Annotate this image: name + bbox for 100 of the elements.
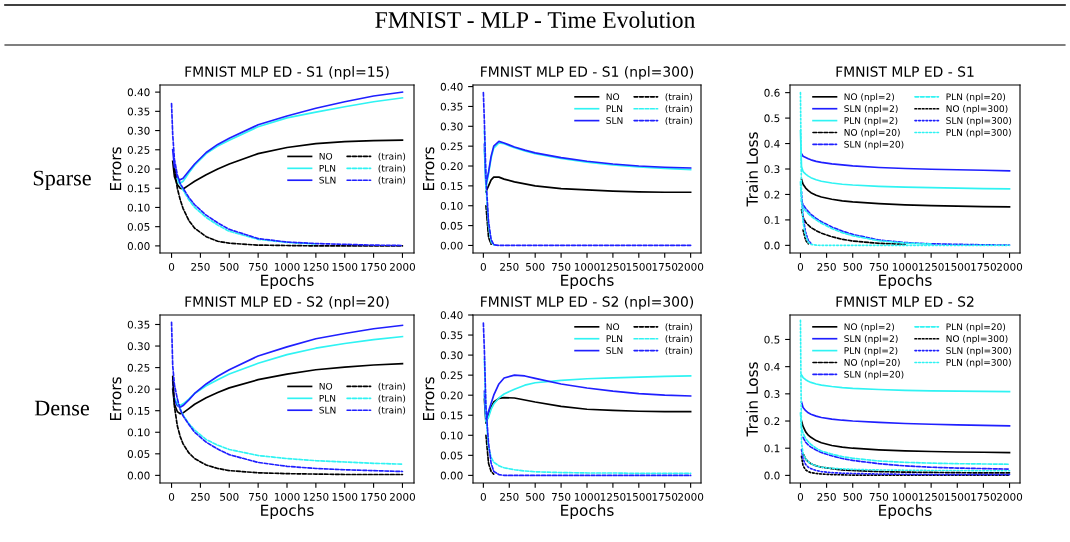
x-tick-label: 500 [526,262,545,271]
x-tick-label: 750 [249,262,268,271]
y-tick-label: 0.5 [764,114,780,123]
x-tick-label: 0 [797,492,804,501]
x-tick-label: 1000 [892,262,918,271]
x-tick-label: 500 [843,262,862,271]
legend-label: NO [319,382,333,390]
x-tick-label: 0 [168,492,175,501]
legend-label: PLN [319,394,336,402]
y-tick-label: 0.6 [764,88,780,97]
x-tick-label: 1750 [652,492,678,501]
y-tick-label: 0.35 [127,107,150,116]
y-tick-label: 0.2 [764,417,780,426]
x-tick-label: 1500 [626,492,652,501]
legend-label: PLN [606,335,623,342]
y-tick-label: 0.00 [127,242,150,250]
x-tick-label: 0 [480,492,486,501]
x-tick-label: 1750 [971,262,996,271]
legend-label: SLN (npl=2) [844,335,898,344]
chart-title: FMNIST MLP ED - S1 (npl=15) [185,66,389,80]
legend-label: PLN [606,105,623,112]
y-tick-label: 0.4 [764,362,780,371]
legend-label: NO (npl=2) [844,323,894,332]
x-axis-title: Epochs [261,504,314,519]
x-tick-label: 750 [249,492,268,501]
y-tick-label: 0.05 [127,450,150,458]
y-tick-label: 0.3 [764,165,780,174]
legend-label: NO (npl=300) [946,105,1008,114]
y-tick-label: 0.30 [127,342,150,351]
text: Dense [34,400,89,416]
legend-label: SLN [606,117,623,124]
x-tick-label: 1250 [600,492,626,501]
y-tick-label: 0.15 [127,184,150,193]
y-tick-label: 0.20 [440,391,463,400]
legend-label: PLN (npl=300) [946,358,1011,368]
legend-label: NO [319,152,333,160]
y-axis-title: Errors [422,147,435,191]
x-tick-label: 750 [869,262,889,271]
y-tick-label: 0.00 [127,471,150,480]
legend-label: SLN (npl=20) [844,140,904,150]
y-tick-label: 0.35 [440,102,463,111]
y-tick-label: 0.1 [764,444,780,453]
x-tick-label: 500 [526,492,545,501]
x-tick-label: 1000 [892,492,918,501]
y-tick-label: 0.40 [440,82,463,91]
legend-label: NO (npl=20) [844,128,900,138]
chart-title: FMNIST MLP ED - S2 (npl=300) [481,296,694,310]
y-tick-label: 0.40 [127,88,150,97]
y-tick-label: 0.15 [440,182,463,190]
legend-label: (train) [378,394,406,403]
y-tick-label: 0.1 [764,216,780,225]
x-tick-label: 750 [552,262,571,271]
x-tick-label: 1250 [303,492,329,501]
y-tick-label: 0.2 [764,190,780,199]
x-tick-label: 250 [500,262,519,271]
legend-label: (train) [665,346,693,355]
x-tick-label: 1500 [945,262,970,271]
legend-label: SLN (npl=20) [844,370,904,380]
x-axis-title: Epochs [261,274,314,289]
y-tick-label: 0.20 [440,162,463,171]
y-tick-label: 0.30 [127,126,150,135]
y-tick-label: 0.35 [127,320,150,329]
y-tick-label: 0.0 [764,471,780,480]
x-tick-label: 1000 [274,262,300,271]
y-tick-label: 0.30 [440,351,463,360]
y-tick-label: 0.10 [127,203,150,212]
legend-label: NO (npl=20) [844,358,900,368]
y-tick-label: 0.5 [764,335,780,344]
legend-label: (train) [378,164,406,173]
x-tick-label: 2000 [389,492,416,501]
x-tick-label: 1750 [361,492,387,501]
x-tick-label: 250 [817,262,836,271]
y-axis-title: Errors [109,377,122,421]
x-tick-label: 1500 [332,492,358,501]
x-tick-label: 500 [220,492,239,501]
legend-label: (train) [665,323,693,332]
legend-label: NO (npl=2) [844,93,894,102]
y-tick-label: 0.05 [440,451,463,460]
y-tick-label: 0.4 [764,139,780,148]
x-tick-label: 1250 [303,262,329,271]
x-tick-label: 2000 [678,492,704,501]
y-tick-label: 0.05 [440,221,463,230]
legend-label: PLN [319,164,336,172]
y-tick-label: 0.25 [127,363,150,372]
y-tick-label: 0.15 [127,406,150,415]
x-tick-label: 250 [191,262,210,271]
legend-label: SLN [606,347,623,354]
y-tick-label: 0.25 [440,142,463,151]
legend-label: (train) [665,116,693,125]
y-tick-label: 0.00 [440,471,463,480]
legend-label: (train) [665,105,693,114]
legend-label: PLN (npl=20) [946,323,1006,332]
y-tick-label: 0.25 [127,146,150,154]
y-tick-label: 0.10 [127,428,150,437]
y-tick-label: 0.20 [127,165,150,174]
x-tick-label: 1250 [919,492,944,501]
chart-title: FMNIST MLP ED - S1 (npl=300) [481,66,694,80]
chart-title: FMNIST MLP ED - S2 [836,296,974,307]
y-tick-label: 0.0 [764,241,780,250]
y-tick-label: 0.15 [440,411,463,420]
